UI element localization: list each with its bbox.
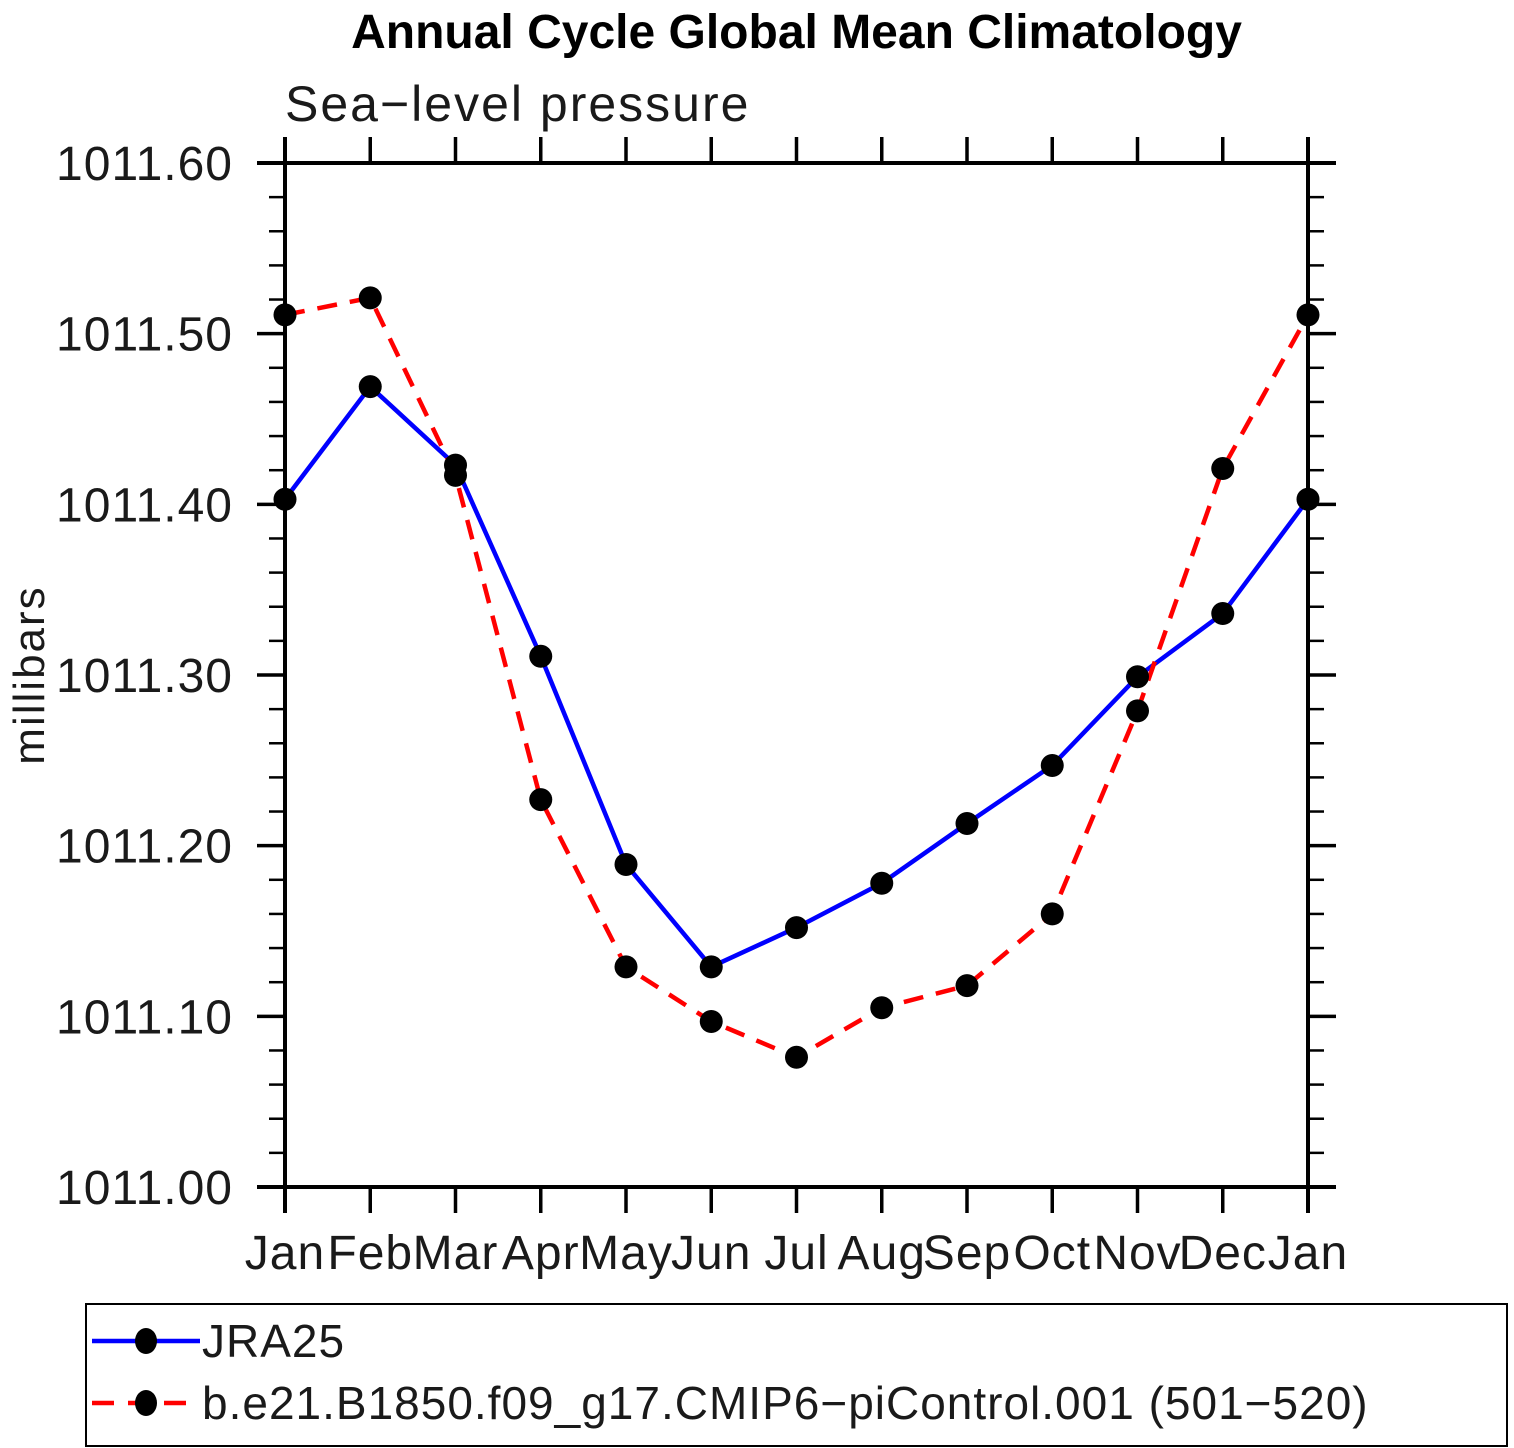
y-tick-label: 1011.30 [56, 650, 233, 703]
y-tick-label: 1011.00 [56, 1162, 233, 1215]
data-point-marker-0 [529, 644, 553, 668]
legend-box: JRA25 b.e21.B1850.f09_g17.CMIP6−piContro… [85, 1303, 1508, 1447]
legend-line-sample-dashed [92, 1390, 200, 1416]
x-tick-label: Jan [1268, 1227, 1348, 1280]
data-point-marker-0 [699, 955, 723, 979]
data-point-marker-0 [273, 487, 297, 511]
legend-sample-marker-0 [135, 1328, 157, 1354]
x-tick-label: Jun [671, 1227, 751, 1280]
legend-sample-marker-1 [135, 1390, 157, 1416]
data-point-marker-0 [614, 852, 638, 876]
data-point-marker-1 [1040, 902, 1064, 926]
legend-item-jra25: JRA25 [90, 1310, 1506, 1372]
series-line-0 [283, 383, 1310, 970]
y-tick-label: 1011.20 [56, 821, 233, 874]
plot-area: 1011.00 1011.10 1011.20 1011.30 1011.40 1011.… [56, 137, 1348, 1280]
data-point-marker-0 [1211, 602, 1235, 626]
data-point-marker-1 [785, 1045, 808, 1069]
data-point-marker-0 [1296, 487, 1320, 511]
y-tick-label: 1011.10 [56, 991, 233, 1044]
data-point-marker-0 [358, 375, 382, 399]
data-point-marker-1 [955, 974, 979, 998]
data-point-marker-1 [870, 996, 894, 1020]
data-point-marker-0 [1126, 665, 1149, 689]
chart-title: Annual Cycle Global Mean Climatology [351, 6, 1242, 59]
data-point-marker-1 [1296, 303, 1320, 327]
data-point-marker-1 [273, 303, 297, 327]
legend-line-sample-solid [92, 1328, 200, 1354]
data-point-marker-1 [614, 955, 638, 979]
x-tick-label: Nov [1093, 1227, 1181, 1280]
x-tick-label: Apr [502, 1227, 580, 1280]
x-tick-label: Oct [1013, 1227, 1091, 1280]
x-tick-label: Jul [764, 1227, 828, 1280]
y-tick-label: 1011.40 [56, 479, 233, 532]
x-tick-label: Feb [327, 1227, 413, 1280]
chart-subtitle: Sea−level pressure [285, 76, 751, 132]
data-point-marker-1 [358, 286, 382, 310]
data-point-marker-1 [444, 463, 467, 487]
legend-label-jra25: JRA25 [202, 1315, 346, 1367]
data-point-marker-1 [529, 788, 553, 812]
data-point-marker-0 [785, 916, 808, 940]
data-point-marker-1 [1126, 699, 1149, 723]
data-point-marker-0 [955, 811, 979, 835]
data-point-marker-0 [1040, 753, 1064, 777]
y-tick-label: 1011.60 [56, 138, 233, 191]
x-tick-label: Dec [1179, 1227, 1267, 1280]
x-tick-label: May [579, 1227, 673, 1280]
legend-label-picontrol: b.e21.B1850.f09_g17.CMIP6−piControl.001 … [202, 1377, 1369, 1429]
x-tick-label: Aug [838, 1227, 926, 1280]
x-tick-label: Mar [413, 1227, 499, 1280]
data-point-marker-0 [870, 871, 894, 895]
x-tick-label: Jan [245, 1227, 325, 1280]
legend-item-picontrol: b.e21.B1850.f09_g17.CMIP6−piControl.001 … [90, 1372, 1506, 1434]
data-point-marker-1 [1211, 456, 1235, 480]
data-point-marker-1 [699, 1009, 723, 1033]
series-line-1 [284, 295, 1310, 1060]
y-tick-label: 1011.50 [56, 309, 233, 362]
x-tick-label: Sep [923, 1227, 1011, 1280]
